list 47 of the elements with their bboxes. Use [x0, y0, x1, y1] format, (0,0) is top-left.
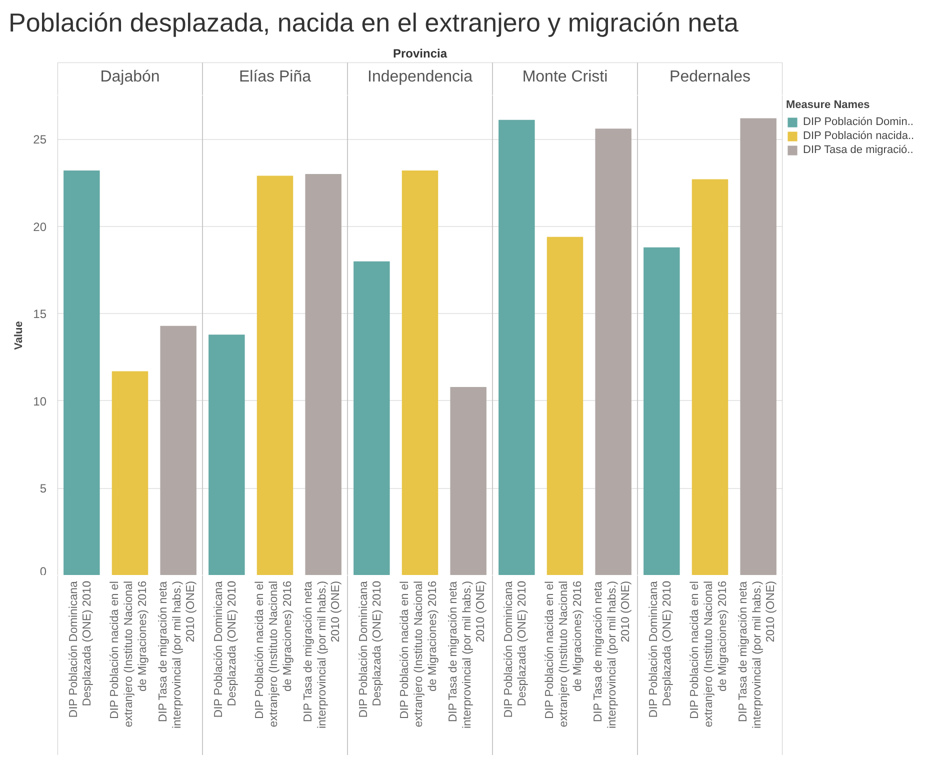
bar	[160, 326, 196, 575]
x-tick-label: DIP Población Dominicana Desplazada (ONE) 2010	[502, 580, 529, 718]
text: Elías Piña	[238, 68, 312, 86]
text: Independencia	[368, 68, 473, 86]
x-axis-title: Provincia	[392, 46, 448, 61]
x-tick-label: DIP Población nacida en el extranjero (Instituto Nacional de Migraciones) 2016	[689, 580, 729, 728]
x-tick-label: DIP Tasa de migración neta interprovincial (por mil habs.) 2010 (ONE)	[448, 580, 488, 729]
text: Dajabón	[100, 68, 160, 86]
y-tick-label: 20	[33, 220, 47, 234]
y-tick-label: 5	[40, 482, 47, 496]
bar	[208, 334, 245, 575]
x-tick-label: DIP Población Dominicana Desplazada (ONE) 2010	[358, 580, 384, 718]
bar	[546, 236, 584, 575]
bar	[256, 176, 294, 575]
bar	[450, 386, 486, 575]
text: Monte Cristi	[522, 68, 608, 86]
legend-label: DIP Población Domin..	[803, 116, 914, 128]
y-tick-label: 15	[33, 307, 47, 322]
legend-title: Measure Names	[786, 99, 871, 111]
x-tick-label: DIP Tasa de migración neta interprovincial (por mil habs.) 2010 (ONE)	[738, 580, 778, 729]
y-axis-title: Value	[13, 321, 26, 350]
bar	[740, 118, 776, 575]
y-tick-label: 10	[33, 394, 47, 408]
text: Pedernales	[670, 68, 750, 86]
x-tick-label: DIP Población nacida en el extranjero (Instituto Nacional de Migraciones) 2016	[109, 580, 149, 728]
bar	[112, 371, 148, 575]
legend-label: DIP Población nacida..	[803, 130, 914, 142]
bar	[692, 179, 728, 575]
bar	[354, 261, 390, 575]
x-tick-label: DIP Población nacida en el extranjero (Instituto Nacional de Migraciones) 2016	[399, 580, 439, 728]
bar	[64, 170, 100, 575]
x-tick-label: DIP Tasa de migración neta interprovincial (por mil habs.) 2010 (ONE)	[302, 580, 342, 729]
x-tick-label: DIP Población Dominicana Desplazada (ONE) 2010	[68, 580, 94, 718]
legend-label: DIP Tasa de migració..	[803, 144, 914, 156]
bar	[305, 174, 342, 575]
chart-title: Población desplazada, nacida en el extranjero y migración neta	[8, 8, 739, 38]
bar	[498, 120, 535, 575]
x-tick-label: DIP Tasa de migración neta interprovincial (por mil habs.) 2010 (ONE)	[158, 580, 198, 729]
bar	[644, 247, 680, 575]
x-tick-label: DIP Población nacida en el extranjero (Instituto Nacional de Migraciones) 2016	[254, 580, 294, 728]
x-tick-label: DIP Población nacida en el extranjero (Instituto Nacional de Migraciones) 2016	[544, 580, 584, 728]
x-tick-label: DIP Tasa de migración neta interprovincial (por mil habs.) 2010 (ONE)	[592, 580, 632, 729]
bar	[402, 170, 438, 575]
x-tick-label: DIP Población Dominicana Desplazada (ONE) 2010	[648, 580, 674, 718]
x-tick-label: DIP Población Dominicana Desplazada (ONE) 2010	[212, 580, 239, 718]
bar	[595, 128, 632, 575]
y-tick-label: 25	[33, 132, 47, 147]
